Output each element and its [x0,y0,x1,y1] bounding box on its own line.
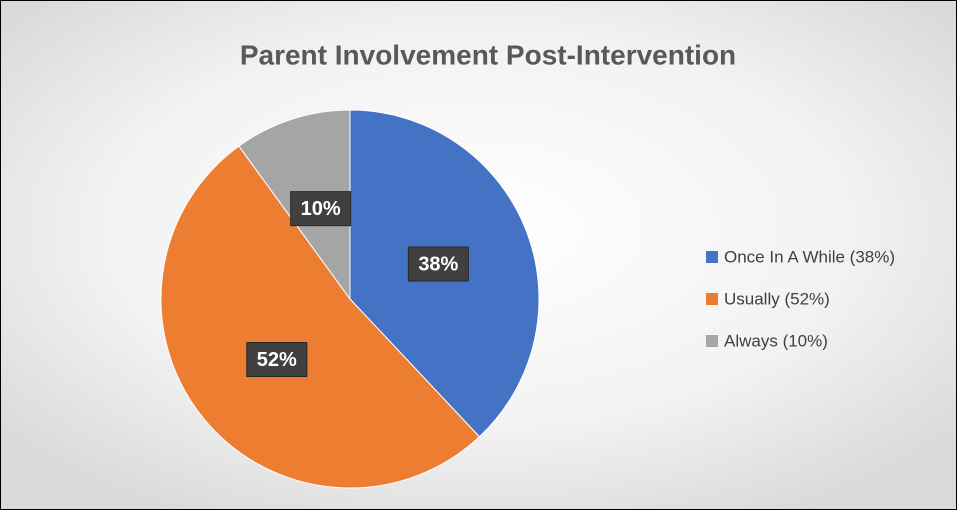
data-label-box [246,342,308,378]
data-label-box [407,246,469,282]
legend-swatch [706,251,718,263]
data-label: 52% [257,349,297,371]
pie-slice [160,145,481,489]
legend-label: Always (10%) [724,331,828,350]
legend-swatch [706,335,718,347]
chart-title: Parent Involvement Post-Intervention [240,39,736,70]
data-label: 38% [418,253,458,275]
legend-label: Once In A While (38%) [724,247,895,266]
legend-label: Usually (52%) [724,289,830,308]
data-label: 10% [301,198,341,220]
data-label-box [290,191,352,227]
legend-swatch [706,293,718,305]
